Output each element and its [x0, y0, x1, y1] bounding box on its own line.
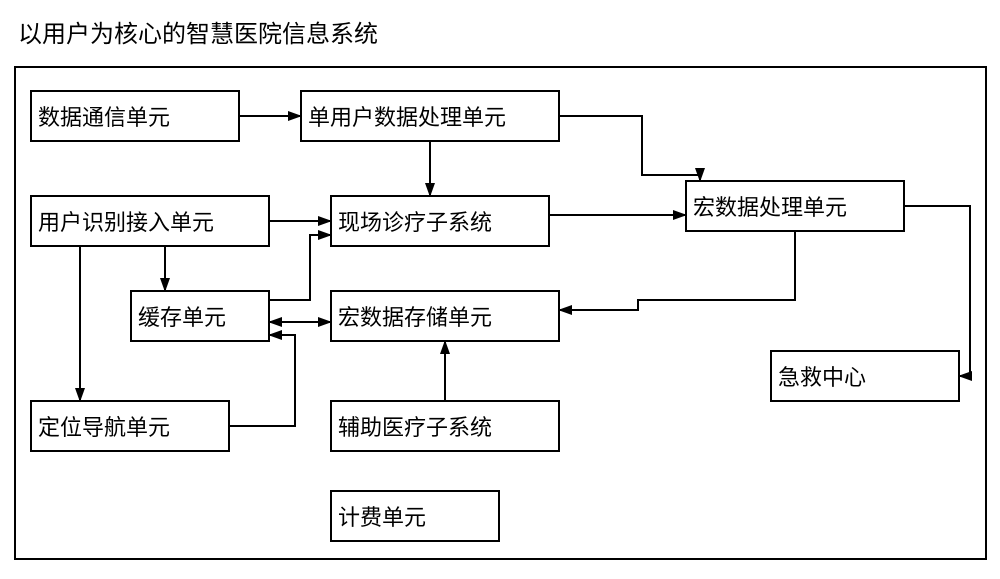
- node-aux_med: 辅助医疗子系统: [330, 400, 560, 452]
- node-emergency: 急救中心: [770, 350, 960, 402]
- node-billing: 计费单元: [330, 490, 500, 542]
- node-onsite: 现场诊疗子系统: [330, 195, 550, 247]
- diagram-canvas: 以用户为核心的智慧医院信息系统 数据通信单元 单用户数据处理单元用户识别接入单元 现…: [0, 0, 1000, 579]
- node-macro_store: 宏数据存储单元: [330, 290, 560, 342]
- node-nav: 定位导航单元: [30, 400, 230, 452]
- node-macro_proc: 宏数据处理单元: [685, 180, 905, 232]
- node-single_user: 单用户数据处理单元: [300, 90, 560, 142]
- node-user_access: 用户识别接入单元: [30, 195, 270, 247]
- diagram-title: 以用户为核心的智慧医院信息系统: [18, 14, 378, 49]
- node-data_comm: 数据通信单元: [30, 90, 240, 142]
- node-cache: 缓存单元: [130, 290, 270, 342]
